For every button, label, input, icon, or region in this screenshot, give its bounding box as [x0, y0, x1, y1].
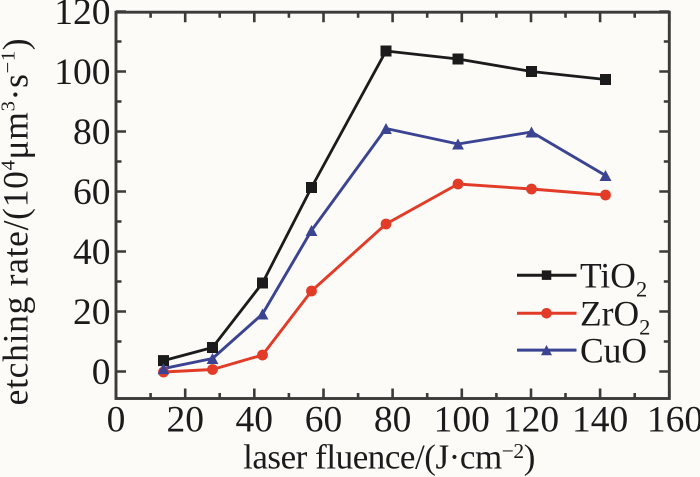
- svg-text:40: 40: [236, 400, 274, 441]
- svg-text:120: 120: [503, 400, 559, 441]
- svg-text:120: 120: [54, 0, 110, 33]
- svg-text:CuO: CuO: [580, 331, 647, 371]
- svg-text:20: 20: [166, 400, 204, 441]
- svg-text:100: 100: [434, 400, 490, 441]
- svg-text:60: 60: [73, 172, 111, 213]
- svg-text:20: 20: [73, 292, 111, 333]
- svg-text:laser fluence/(J·cm−2): laser fluence/(J·cm−2): [243, 438, 535, 477]
- svg-text:0: 0: [92, 352, 111, 393]
- svg-text:100: 100: [54, 52, 110, 93]
- svg-text:0: 0: [107, 400, 126, 441]
- svg-text:ZrO2: ZrO2: [580, 294, 650, 340]
- svg-text:60: 60: [305, 400, 343, 441]
- svg-text:80: 80: [374, 400, 412, 441]
- svg-text:140: 140: [572, 400, 628, 441]
- svg-text:40: 40: [73, 232, 111, 273]
- svg-text:etching rate/(104μm3·s−1): etching rate/(104μm3·s−1): [0, 38, 36, 406]
- svg-text:160: 160: [647, 400, 700, 441]
- svg-text:80: 80: [73, 112, 111, 153]
